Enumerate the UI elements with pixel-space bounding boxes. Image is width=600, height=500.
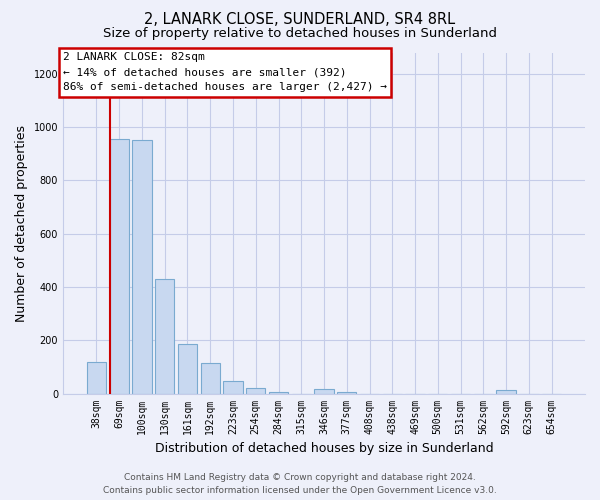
Text: 2, LANARK CLOSE, SUNDERLAND, SR4 8RL: 2, LANARK CLOSE, SUNDERLAND, SR4 8RL <box>145 12 455 28</box>
Bar <box>337 392 356 394</box>
Bar <box>223 381 242 394</box>
Text: Size of property relative to detached houses in Sunderland: Size of property relative to detached ho… <box>103 28 497 40</box>
Bar <box>200 363 220 394</box>
Bar <box>178 344 197 394</box>
Bar <box>110 139 129 394</box>
X-axis label: Distribution of detached houses by size in Sunderland: Distribution of detached houses by size … <box>155 442 493 455</box>
Text: 2 LANARK CLOSE: 82sqm
← 14% of detached houses are smaller (392)
86% of semi-det: 2 LANARK CLOSE: 82sqm ← 14% of detached … <box>63 52 387 92</box>
Bar <box>155 279 175 394</box>
Bar <box>246 388 265 394</box>
Bar <box>314 389 334 394</box>
Bar <box>496 390 516 394</box>
Y-axis label: Number of detached properties: Number of detached properties <box>15 124 28 322</box>
Bar <box>87 362 106 394</box>
Text: Contains HM Land Registry data © Crown copyright and database right 2024.
Contai: Contains HM Land Registry data © Crown c… <box>103 473 497 495</box>
Bar <box>269 392 288 394</box>
Bar <box>132 140 152 394</box>
